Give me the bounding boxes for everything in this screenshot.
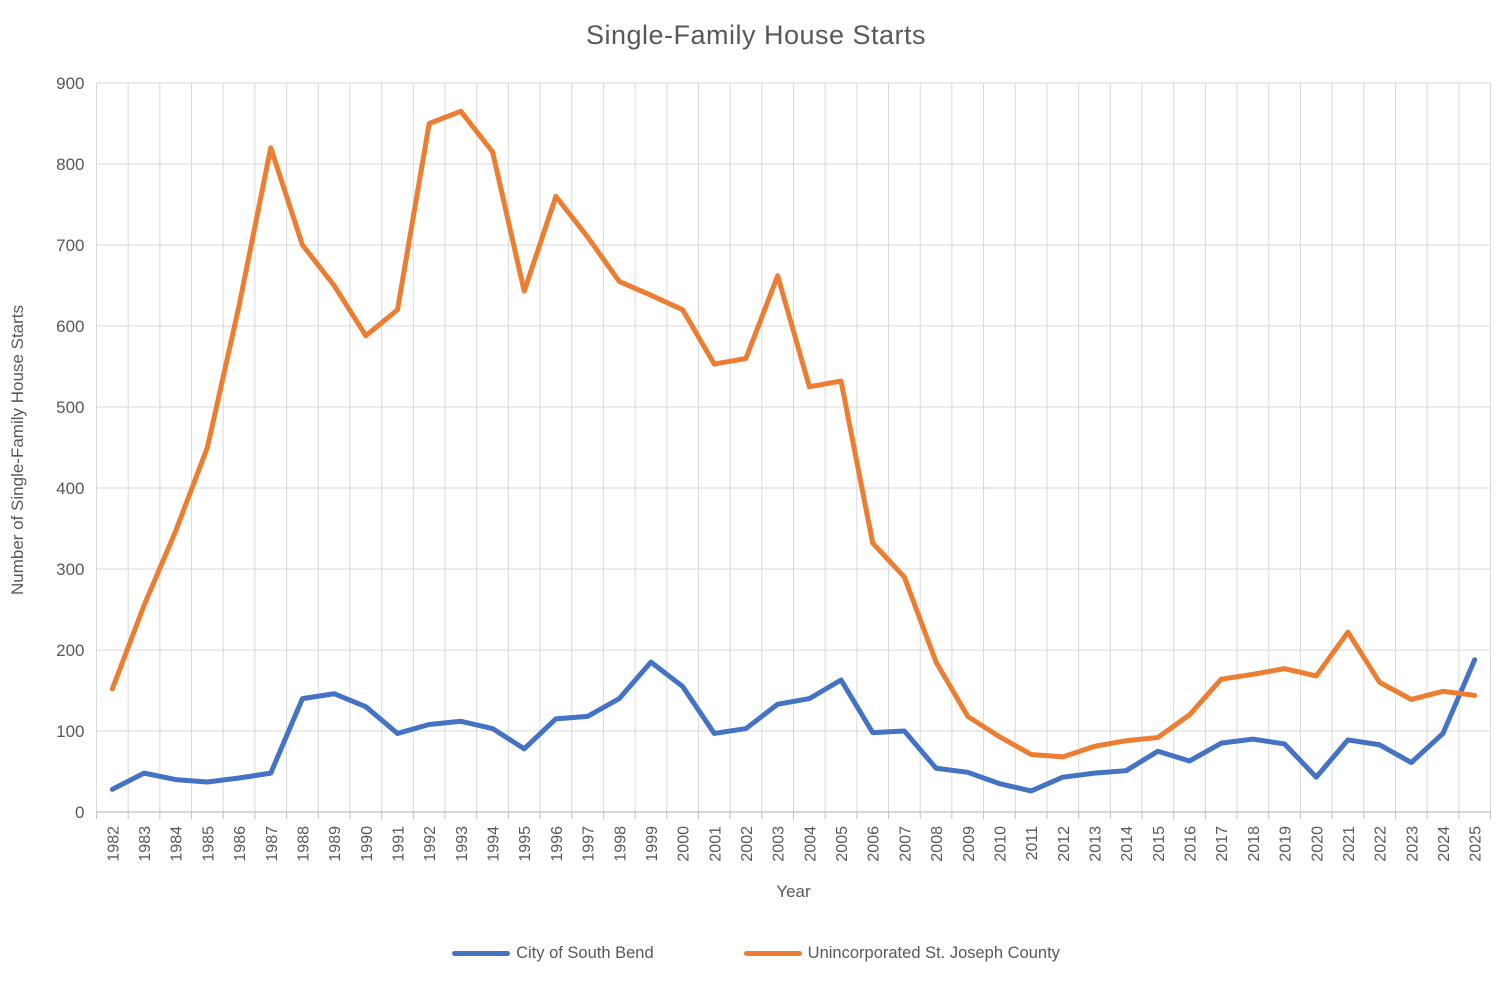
x-tick-label: 1992 xyxy=(422,826,439,862)
x-tick-label: 2005 xyxy=(834,826,851,862)
x-tick-label: 1996 xyxy=(549,826,566,862)
y-tick-label: 900 xyxy=(56,74,84,93)
x-tick-label: 1999 xyxy=(644,826,661,862)
x-tick-label: 1982 xyxy=(105,826,122,862)
x-tick-label: 2006 xyxy=(866,826,883,862)
x-tick-label: 2000 xyxy=(676,826,693,862)
x-tick-label: 1986 xyxy=(232,826,249,862)
x-tick-label: 2023 xyxy=(1404,826,1421,862)
y-tick-label: 100 xyxy=(56,722,84,741)
x-tick-label: 1983 xyxy=(137,826,154,862)
x-tick-label: 1985 xyxy=(200,826,217,862)
x-tick-label: 2015 xyxy=(1151,826,1168,862)
x-tick-label: 2020 xyxy=(1309,826,1326,862)
y-tick-label: 0 xyxy=(75,803,84,822)
legend-swatch-city-of-south-bend xyxy=(452,951,511,956)
x-tick-label: 2004 xyxy=(802,826,819,862)
y-tick-label: 600 xyxy=(56,317,84,336)
y-tick-label: 700 xyxy=(56,236,84,255)
x-tick-label: 2002 xyxy=(739,826,756,862)
x-tick-label: 2008 xyxy=(929,826,946,862)
y-tick-label: 400 xyxy=(56,479,84,498)
legend-swatch-unincorporated-county xyxy=(743,951,802,956)
x-tick-label: 1994 xyxy=(486,826,503,862)
x-tick-label: 1995 xyxy=(517,826,534,862)
x-tick-label: 2016 xyxy=(1183,826,1200,862)
x-tick-label: 2024 xyxy=(1436,826,1453,862)
x-tick-label: 2007 xyxy=(897,826,914,862)
x-tick-label: 1989 xyxy=(327,826,344,862)
legend: City of South Bend Unincorporated St. Jo… xyxy=(0,944,1512,963)
x-tick-label: 2011 xyxy=(1024,826,1041,861)
x-tick-label: 1993 xyxy=(454,826,471,862)
x-tick-label: 2009 xyxy=(961,826,978,862)
x-tick-label: 1991 xyxy=(390,826,407,862)
series-line-1 xyxy=(109,108,1478,760)
x-tick-label: 2001 xyxy=(707,826,724,862)
x-tick-label: 2003 xyxy=(771,826,788,862)
y-tick-label: 300 xyxy=(56,560,84,579)
x-tick-label: 2021 xyxy=(1341,826,1358,862)
y-tick-label: 200 xyxy=(56,641,84,660)
x-tick-label: 2019 xyxy=(1278,826,1295,862)
x-tick-label: 1998 xyxy=(612,826,629,862)
series-line-0 xyxy=(109,657,1478,794)
chart-title: Single-Family House Starts xyxy=(585,20,927,50)
x-tick-label: 1984 xyxy=(169,826,186,862)
y-tick-label: 500 xyxy=(56,398,84,417)
x-tick-label: 1987 xyxy=(264,826,281,862)
y-tick-label: 800 xyxy=(56,155,84,174)
legend-item-city-of-south-bend: City of South Bend xyxy=(452,944,654,963)
x-tick-label: 2022 xyxy=(1373,826,1390,862)
x-tick-label: 2014 xyxy=(1119,826,1136,862)
x-tick-label: 2013 xyxy=(1087,826,1104,862)
x-tick-label: 1997 xyxy=(581,826,598,862)
x-tick-label: 2017 xyxy=(1214,826,1231,862)
x-tick-label: 1990 xyxy=(359,826,376,862)
x-tick-label: 2010 xyxy=(992,826,1009,862)
legend-item-unincorporated-county: Unincorporated St. Joseph County xyxy=(743,944,1060,963)
x-tick-label: 2025 xyxy=(1468,826,1485,862)
x-tick-label: 2012 xyxy=(1056,826,1073,862)
x-tick-label: 2018 xyxy=(1246,826,1263,862)
legend-label-city-of-south-bend: City of South Bend xyxy=(516,944,654,962)
x-tick-label: 1988 xyxy=(295,826,312,862)
x-axis-title: Year xyxy=(776,882,811,901)
legend-label-unincorporated-county: Unincorporated St. Joseph County xyxy=(807,944,1060,962)
